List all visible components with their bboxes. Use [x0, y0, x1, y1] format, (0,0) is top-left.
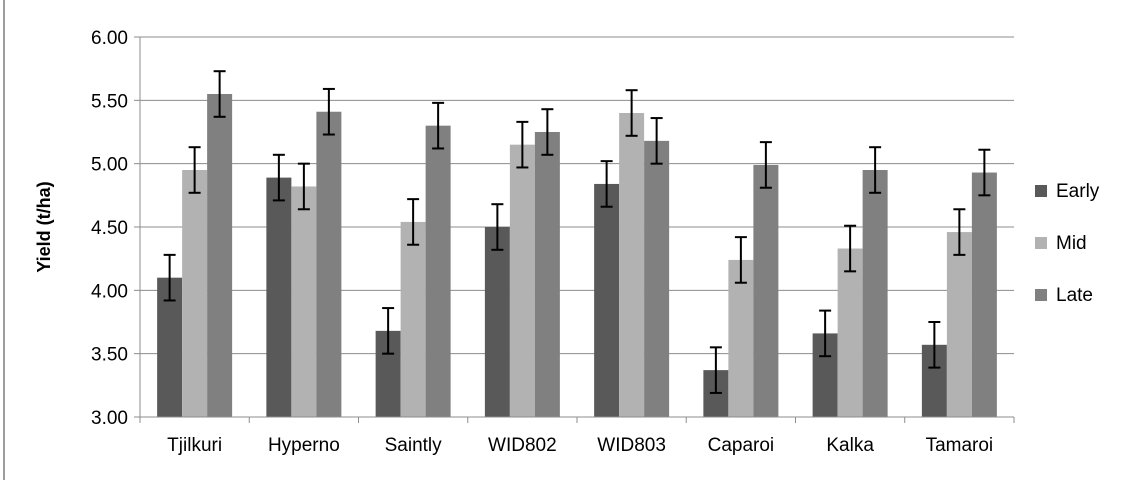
error-bar — [297, 162, 310, 211]
x-tick-label: Tjilkuri — [167, 435, 222, 456]
legend-swatch — [1035, 237, 1047, 249]
bar-late-saintly — [425, 125, 451, 418]
error-bar — [819, 309, 832, 358]
bar-mid-wid802 — [509, 144, 535, 417]
bar-mid-tjilkuri — [182, 170, 208, 417]
error-bar — [953, 208, 966, 256]
legend-swatch — [1035, 185, 1047, 197]
bar-mid-kalka — [837, 248, 863, 417]
error-bar — [844, 224, 857, 273]
legend-item-mid: Mid — [1035, 233, 1087, 254]
legend-label: Late — [1056, 285, 1093, 306]
y-tick-label: 3.50 — [91, 345, 128, 366]
legend-label: Mid — [1056, 233, 1087, 254]
error-bar — [600, 160, 613, 208]
error-bar — [928, 321, 941, 369]
bar-late-hyperno — [316, 111, 342, 417]
bar-late-caparoi — [753, 164, 779, 417]
bar-early-wid803 — [594, 183, 620, 417]
x-tick-label: WID803 — [597, 435, 666, 456]
error-bar — [869, 146, 882, 194]
y-tick-label: 5.00 — [91, 155, 128, 176]
legend: Early Mid Late — [1035, 181, 1100, 306]
error-bar — [734, 236, 747, 284]
error-bar — [432, 101, 445, 150]
bars — [157, 70, 997, 418]
legend-item-early: Early — [1035, 181, 1100, 202]
x-tick-label: WID802 — [488, 435, 557, 456]
error-bar — [213, 70, 226, 118]
bar-mid-wid803 — [619, 113, 645, 417]
error-bar — [188, 146, 201, 194]
error-bar — [491, 203, 504, 251]
bar-late-kalka — [862, 170, 888, 417]
y-tick-label: 4.00 — [91, 281, 128, 302]
bar-mid-tamaroi — [946, 232, 972, 417]
error-bar — [541, 108, 554, 156]
error-bar — [759, 141, 772, 189]
legend-item-late: Late — [1035, 285, 1093, 306]
error-bar — [516, 120, 529, 169]
y-tick-label: 6.00 — [91, 28, 128, 49]
bar-late-tjilkuri — [207, 94, 233, 417]
bar-mid-caparoi — [728, 259, 754, 417]
labels: 3.00 3.50 4.00 4.50 5.00 5.50 6.00 Tjilkuri Hype… — [91, 28, 993, 456]
bar-mid-hyperno — [291, 186, 317, 417]
bar-late-tamaroi — [971, 172, 997, 417]
y-tick-label: 3.00 — [91, 408, 128, 429]
error-bar — [978, 148, 991, 197]
y-axis-title: Yield (t/ha) — [34, 181, 54, 272]
error-bar — [163, 253, 176, 302]
error-bar — [322, 87, 335, 136]
x-tick-label: Saintly — [385, 435, 443, 456]
error-bar — [625, 89, 638, 137]
legend-label: Early — [1056, 181, 1100, 202]
x-tick-label: Kalka — [826, 435, 874, 456]
bar-late-wid802 — [534, 132, 560, 417]
bar-mid-saintly — [400, 221, 426, 417]
error-bar — [650, 117, 663, 165]
x-tick-label: Tamaroi — [926, 435, 994, 456]
error-bar — [382, 307, 395, 355]
bar-early-wid802 — [484, 227, 510, 417]
x-tick-label: Hyperno — [268, 435, 340, 456]
legend-swatch — [1035, 289, 1047, 301]
axes — [134, 36, 1015, 423]
bar-early-hyperno — [266, 177, 292, 417]
error-bar — [407, 198, 420, 246]
error-bar — [272, 153, 285, 202]
bar-late-wid803 — [644, 140, 670, 417]
y-tick-label: 5.50 — [91, 91, 128, 112]
x-tick-label: Caparoi — [708, 435, 775, 456]
error-bar — [709, 346, 722, 394]
y-tick-label: 4.50 — [91, 218, 128, 239]
